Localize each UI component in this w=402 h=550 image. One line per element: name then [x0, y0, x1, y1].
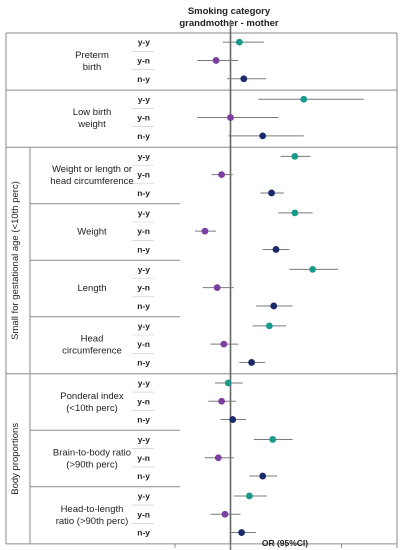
category-label: n-y: [137, 131, 150, 141]
category-label: y-y: [138, 94, 151, 104]
outcome-label: head circumference: [50, 176, 133, 187]
point-estimate: [265, 322, 273, 330]
category-label: y-y: [138, 151, 151, 161]
point-estimate: [259, 472, 267, 480]
point-estimate: [214, 454, 222, 462]
plot-marks: [194, 38, 364, 536]
category-label: y-y: [138, 491, 151, 501]
category-label: y-n: [137, 509, 150, 519]
header-title-line-2: grandmother - mother: [179, 18, 279, 29]
outcome-label: (>90th perc): [66, 459, 118, 470]
outcome-label: Length: [77, 283, 106, 294]
category-label: n-y: [137, 74, 150, 84]
outcome-label: Low birth: [73, 107, 112, 118]
point-estimate: [224, 379, 232, 387]
category-label: y-n: [137, 396, 150, 406]
category-label: y-y: [138, 37, 151, 47]
point-estimate: [272, 246, 280, 253]
outcome-label: Head-to-length: [61, 504, 124, 515]
point-estimate: [270, 302, 278, 310]
point-estimate: [291, 152, 299, 160]
outcome-label: (<10th perc): [66, 403, 118, 414]
group-label: Small for gestational age (<10th perc): [10, 181, 21, 340]
point-estimate: [212, 57, 220, 64]
point-estimate: [201, 227, 209, 235]
outcome-label: Ponderal index: [60, 391, 124, 402]
header-title-line-1: Smoking category: [188, 6, 271, 17]
outcome-label: circumference: [62, 346, 122, 357]
point-estimate: [227, 114, 234, 121]
outcome-label: ratio (>90th perc): [56, 516, 129, 527]
outcome-label: Brain-to-body ratio: [53, 447, 131, 458]
category-label: n-y: [137, 357, 150, 367]
point-estimate: [213, 284, 221, 292]
category-label: y-n: [137, 453, 150, 463]
category-label: y-y: [138, 378, 151, 388]
outcome-label: Weight or length or: [52, 164, 132, 175]
category-label: n-y: [137, 528, 150, 538]
category-label: y-y: [138, 434, 151, 444]
category-label: y-n: [137, 226, 150, 236]
outcome-label: Preterm: [75, 50, 109, 61]
category-label: y-y: [138, 321, 151, 331]
category-label: y-n: [137, 339, 150, 349]
group-label: Body proportions: [10, 423, 21, 495]
outcome-label: weight: [77, 119, 106, 130]
point-estimate: [221, 510, 229, 518]
category-label: y-n: [137, 113, 150, 123]
category-label: n-y: [137, 415, 150, 425]
category-label: n-y: [137, 301, 150, 311]
point-estimate: [229, 416, 237, 423]
point-estimate: [235, 38, 243, 46]
point-estimate: [240, 75, 248, 83]
point-estimate: [268, 189, 275, 197]
outcome-label: birth: [83, 62, 101, 73]
point-estimate: [248, 359, 255, 366]
point-estimate: [238, 529, 246, 536]
category-label: y-n: [137, 55, 150, 65]
outcome-label: Head: [81, 334, 104, 345]
point-estimate: [220, 340, 228, 348]
x-axis-label: OR (95%CI): [262, 538, 308, 548]
category-label: y-n: [137, 283, 150, 293]
category-label: y-y: [138, 208, 151, 218]
category-label: n-y: [137, 471, 150, 481]
point-estimate: [218, 397, 226, 405]
category-label: y-n: [137, 170, 150, 180]
point-estimate: [300, 95, 308, 103]
point-estimate: [245, 492, 253, 500]
outcome-label: Weight: [77, 227, 107, 238]
point-estimate: [291, 209, 299, 217]
category-label: n-y: [137, 188, 150, 198]
category-label: y-y: [138, 264, 151, 274]
point-estimate: [269, 436, 277, 443]
point-estimate: [259, 132, 267, 140]
point-estimate: [309, 265, 317, 273]
point-estimate: [218, 171, 226, 179]
category-label: n-y: [137, 244, 150, 254]
grid-lines: [5, 20, 398, 550]
